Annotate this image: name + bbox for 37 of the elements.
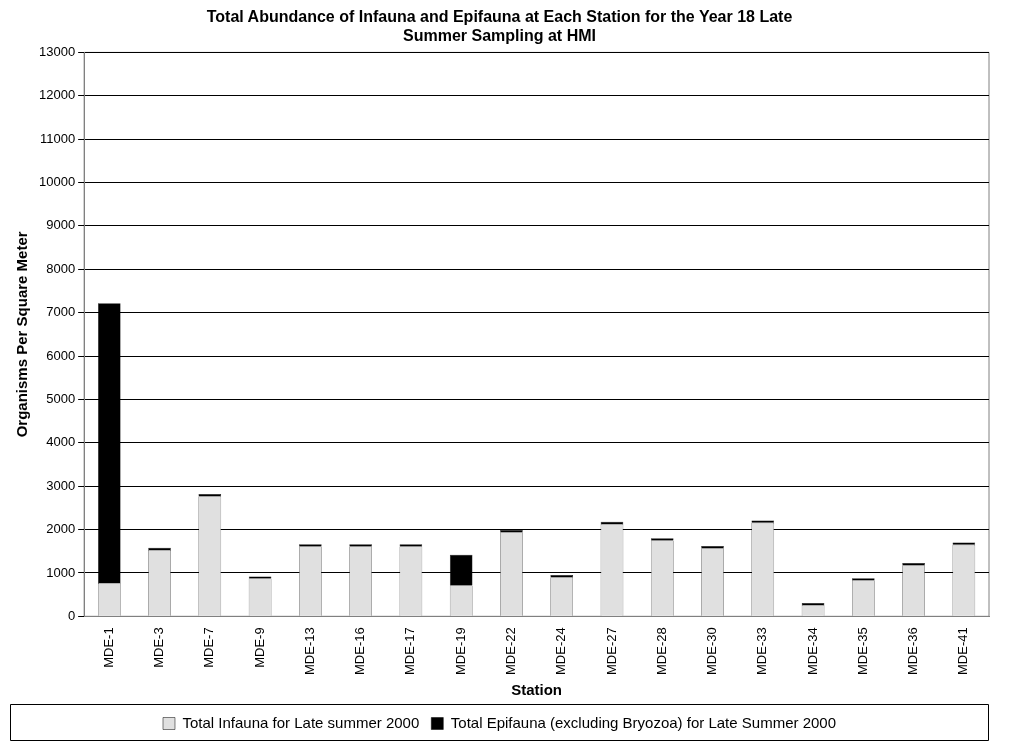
x-tick-label: MDE-17 [402, 627, 418, 676]
y-tick-label: 7000 [46, 304, 76, 320]
x-tick-label: MDE-24 [553, 627, 569, 676]
x-tick-label: MDE-3 [151, 627, 167, 668]
x-tick-label: MDE-30 [704, 627, 720, 676]
x-tick-label: MDE-16 [352, 627, 368, 676]
y-tick-label: 8000 [46, 260, 76, 276]
x-tick-label: MDE-7 [201, 627, 217, 668]
x-tick-label: MDE-35 [854, 627, 870, 676]
y-tick-label: 3000 [46, 477, 76, 493]
x-tick-label: MDE-33 [754, 627, 770, 676]
x-tick-label: MDE-13 [301, 627, 317, 676]
y-tick-label: 2000 [46, 521, 76, 537]
y-tick-label: 9000 [46, 217, 76, 233]
chart-title: Total Abundance of Infauna and Epifauna at Each Station for the Year 18 Late Summer Sampling at HMI [206, 8, 793, 45]
x-tick-label: MDE-27 [603, 627, 619, 676]
y-tick-label: 11000 [39, 130, 76, 146]
y-tick-label: 6000 [46, 347, 76, 363]
y-tick-label: 4000 [46, 434, 76, 450]
x-tick-label: MDE-19 [452, 627, 468, 676]
y-tick-label: 0 [67, 607, 76, 623]
x-tick-label: MDE-28 [653, 627, 669, 676]
x-tick-label: MDE-1 [100, 627, 116, 668]
y-tick-label: 1000 [46, 564, 76, 580]
x-tick-label: MDE-22 [503, 627, 519, 676]
x-tick-label: MDE-36 [905, 627, 921, 676]
x-tick-label: MDE-9 [251, 627, 267, 668]
legend-label: Total Infauna for Late summer 2000 [182, 713, 420, 731]
y-tick-label: 13000 [38, 43, 76, 59]
y-tick-label: 5000 [46, 391, 76, 407]
x-tick-label: MDE-34 [804, 627, 820, 676]
y-tick-label: 10000 [38, 174, 76, 190]
y-axis-title: Organisms Per Square Meter [13, 231, 31, 438]
y-tick-label: 12000 [38, 87, 76, 103]
legend-label: Total Epifauna (excluding Bryozoa) for Late Summer 2000 [450, 713, 837, 731]
x-axis-title: Station [511, 681, 562, 699]
x-tick-label: MDE-41 [955, 627, 971, 676]
